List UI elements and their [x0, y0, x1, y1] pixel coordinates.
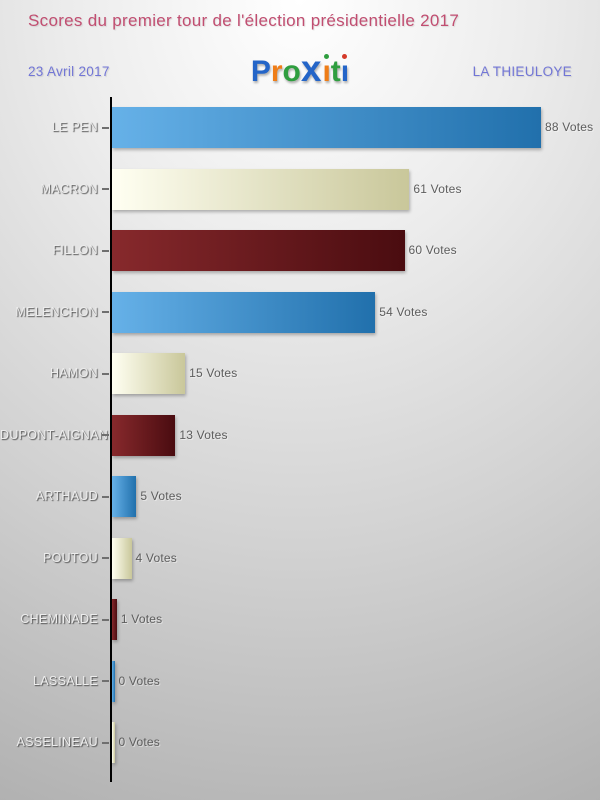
category-label: HAMON	[49, 366, 98, 380]
bar-row: ASSELINEAU 0 Votes	[0, 712, 600, 774]
axis-tick	[102, 372, 109, 375]
bar-row: ARTHAUD 5 Votes	[0, 466, 600, 528]
bar-asselineau	[112, 722, 115, 763]
value-label: 0 Votes	[118, 735, 160, 749]
axis-tick	[102, 311, 109, 314]
category-label: ARTHAUD	[35, 489, 98, 503]
bar-row: CHEMINADE 1 Votes	[0, 589, 600, 651]
bar-lassalle	[112, 660, 115, 702]
axis-tick	[102, 680, 109, 683]
axis-tick	[102, 249, 109, 252]
bar-row: MELENCHON 54 Votes	[0, 282, 600, 344]
value-label: 0 Votes	[118, 673, 160, 688]
logo-letter: ı	[322, 54, 331, 88]
proxiti-logo: Proxı tı	[0, 50, 600, 96]
page-title: Scores du premier tour de l'élection pré…	[28, 11, 460, 30]
logo-letter-dot	[324, 54, 330, 59]
category-label: CHEMINADE	[20, 612, 98, 626]
value-label: 88 Votes	[545, 120, 594, 134]
logo-letter: P	[250, 55, 271, 88]
bar-poutou	[112, 537, 132, 579]
logo-letter: x	[300, 48, 323, 89]
value-label: 61 Votes	[413, 181, 462, 196]
bar-le-pen	[112, 107, 541, 148]
bar-row: MACRON 61 Votes	[0, 159, 600, 221]
date-label: 23 Avril 2017	[28, 64, 110, 79]
category-label: FILLON	[52, 243, 98, 257]
category-label: LE PEN	[51, 120, 98, 134]
bar-row: POUTOU 4 Votes	[0, 528, 600, 590]
category-label: MACRON	[40, 181, 98, 196]
logo-letter: r	[270, 55, 283, 88]
category-label: MELENCHON	[15, 304, 98, 319]
axis-tick	[102, 434, 109, 437]
value-label: 60 Votes	[408, 243, 457, 257]
location-label: LA THIEULOYE	[472, 64, 572, 79]
logo-letter: ı	[340, 54, 350, 88]
axis-tick	[102, 741, 109, 744]
value-label: 15 Votes	[189, 366, 238, 380]
axis-tick	[102, 557, 109, 560]
bar-dupont-aignan	[112, 414, 176, 456]
bar-arthaud	[112, 476, 137, 517]
bar-hamon	[112, 353, 186, 394]
bar-row: FILLON 60 Votes	[0, 220, 600, 282]
logo-letter-dot	[342, 54, 348, 59]
value-label: 54 Votes	[379, 304, 428, 319]
bar-row: LASSALLE 0 Votes	[0, 651, 600, 713]
value-label: 4 Votes	[135, 550, 177, 565]
bar-row: LE PEN 88 Votes	[0, 97, 600, 159]
axis-tick	[102, 618, 109, 621]
category-label: DUPONT-AIGNAN	[0, 427, 109, 442]
category-label: LASSALLE	[33, 673, 98, 688]
axis-tick	[102, 188, 109, 191]
y-axis-line	[110, 97, 112, 782]
bar-row: DUPONT-AIGNAN 13 Votes	[0, 405, 600, 467]
value-label: 1 Votes	[120, 612, 163, 626]
value-label: 5 Votes	[140, 489, 182, 503]
bar-melenchon	[112, 291, 376, 333]
category-label: POUTOU	[42, 550, 98, 565]
bar-macron	[112, 168, 410, 210]
category-label: ASSELINEAU	[16, 735, 98, 749]
bar-cheminade	[112, 599, 117, 640]
bar-chart: LE PEN 88 Votes MACRON 61 Votes FILLON 60 Vot…	[0, 97, 600, 787]
axis-tick	[102, 126, 109, 129]
logo-letter: t	[330, 55, 341, 88]
axis-tick	[102, 495, 109, 498]
bar-row: HAMON 15 Votes	[0, 343, 600, 405]
value-label: 13 Votes	[179, 427, 228, 442]
logo-letter: o	[282, 55, 301, 88]
bar-fillon	[112, 230, 405, 271]
